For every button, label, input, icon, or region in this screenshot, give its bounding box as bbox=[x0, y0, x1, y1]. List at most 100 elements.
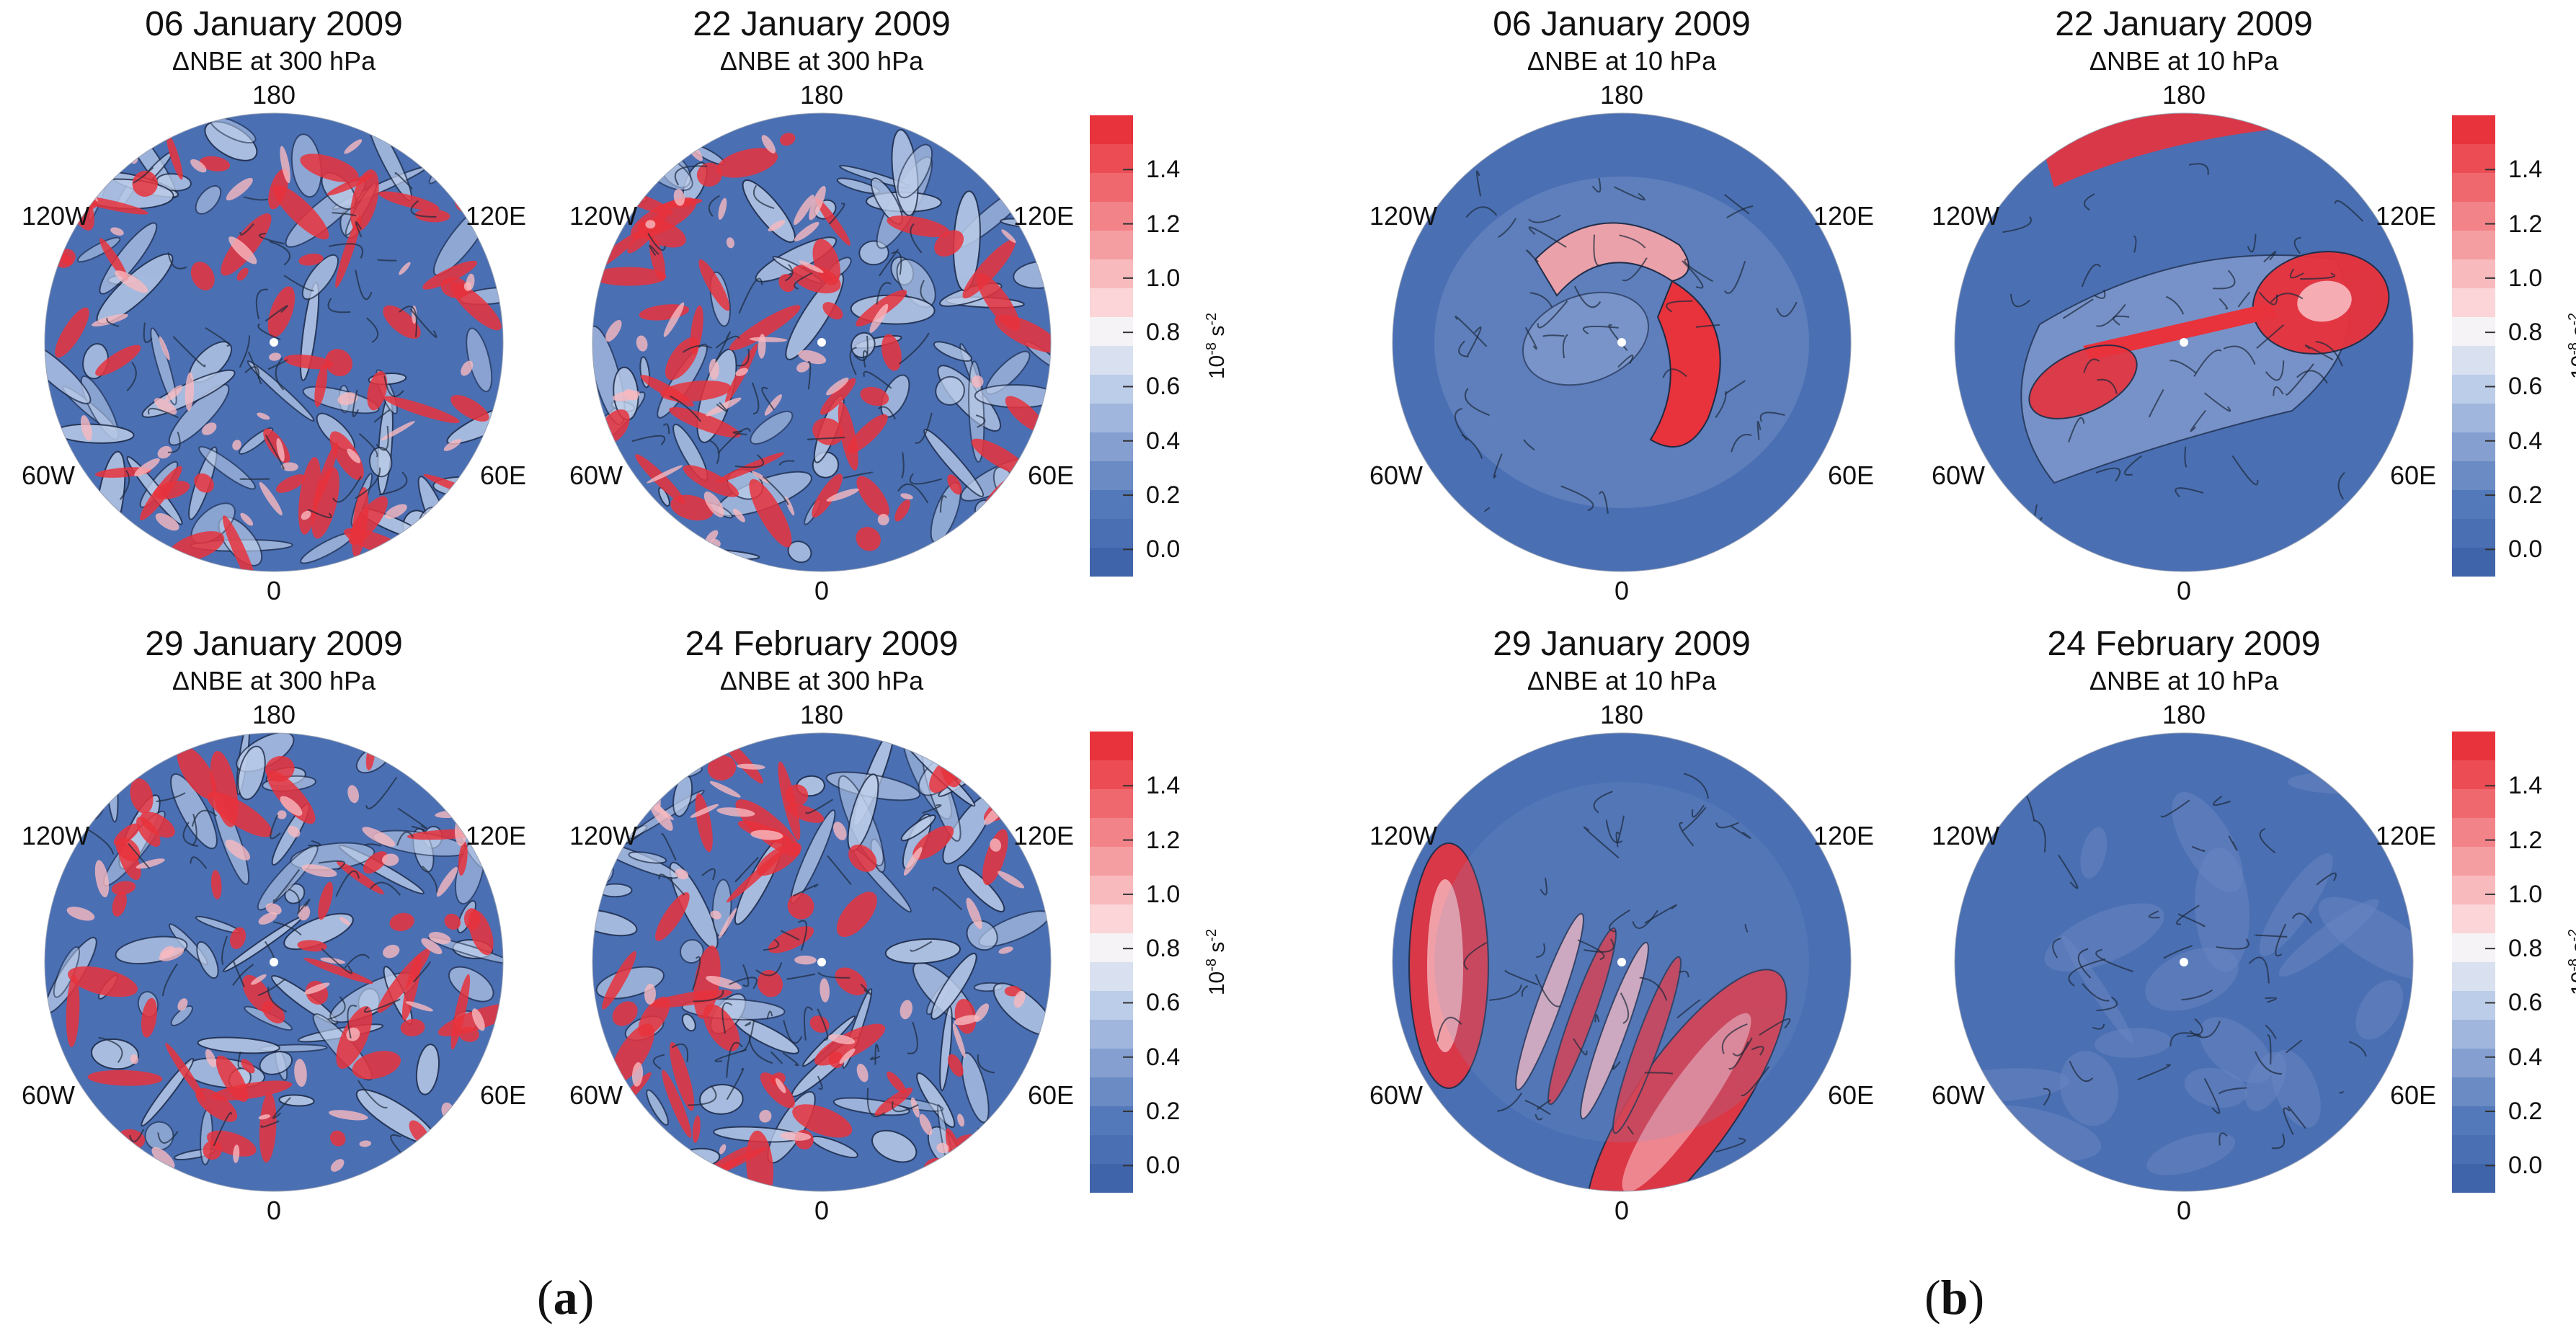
colorbar-tick: 1.2 bbox=[2508, 826, 2543, 854]
lon-label-60e: 60E bbox=[479, 1080, 526, 1110]
lon-label-180: 180 bbox=[252, 80, 296, 110]
colorbar-tick: 0.2 bbox=[1146, 1098, 1181, 1126]
pole-marker bbox=[2180, 338, 2188, 347]
lon-label-60w: 60W bbox=[22, 461, 76, 490]
colorbar-tick: 0.8 bbox=[2508, 935, 2543, 963]
colorbar-tick: 0.8 bbox=[1146, 935, 1181, 963]
map-subtitle: ΔNBE at 300 hPa bbox=[172, 666, 376, 695]
lon-label-120w: 120W bbox=[569, 821, 638, 850]
lon-label-120w: 120W bbox=[1369, 201, 1438, 231]
pole-marker bbox=[817, 958, 826, 966]
lon-label-0: 0 bbox=[2176, 576, 2192, 605]
map-title: 22 January 2009 bbox=[2055, 5, 2313, 43]
colorbar-tick: 0.6 bbox=[1146, 989, 1181, 1017]
lon-label-60e: 60E bbox=[1027, 461, 1074, 490]
map-panel: 22 January 2009 ΔNBE at 10 hPa 180 0 120W 120… bbox=[1932, 0, 2436, 605]
lon-label-60e: 60E bbox=[1827, 1080, 1874, 1110]
lon-label-180: 180 bbox=[2162, 700, 2206, 729]
lon-label-120e: 120E bbox=[465, 821, 526, 850]
lon-label-60w: 60W bbox=[569, 461, 623, 490]
map-subtitle: ΔNBE at 10 hPa bbox=[1527, 666, 1717, 695]
colorbar-tick: 0.0 bbox=[1146, 1152, 1181, 1180]
lon-label-120e: 120E bbox=[1013, 821, 1074, 850]
lon-label-60w: 60W bbox=[1932, 461, 1986, 490]
colorbar-tick: 0.4 bbox=[2508, 427, 2543, 455]
polar-map bbox=[592, 732, 1052, 1192]
map-subtitle: ΔNBE at 10 hPa bbox=[1527, 46, 1717, 76]
lon-label-0: 0 bbox=[1614, 1196, 1630, 1225]
lon-label-60e: 60E bbox=[479, 461, 526, 490]
colorbar: 1.41.21.00.80.60.40.20.010-8 s-2 bbox=[2452, 732, 2576, 1193]
lon-label-120w: 120W bbox=[569, 201, 638, 231]
colorbar-tick: 0.0 bbox=[1146, 535, 1181, 564]
lon-label-120e: 120E bbox=[1813, 201, 1874, 231]
map-title: 29 January 2009 bbox=[1493, 625, 1751, 663]
colorbar-tick: 1.0 bbox=[2508, 264, 2543, 292]
colorbar-tick: 1.2 bbox=[1146, 826, 1181, 854]
lon-label-180: 180 bbox=[799, 700, 844, 729]
colorbar-scale bbox=[2452, 115, 2495, 577]
map-title: 24 February 2009 bbox=[2047, 625, 2321, 663]
polar-map bbox=[44, 732, 504, 1192]
colorbar-tick: 1.4 bbox=[2508, 772, 2543, 800]
lon-label-120w: 120W bbox=[22, 821, 90, 850]
lon-label-120e: 120E bbox=[465, 201, 526, 231]
lon-label-180: 180 bbox=[1599, 80, 1644, 110]
polar-map bbox=[1392, 112, 1852, 572]
lon-label-0: 0 bbox=[1614, 576, 1630, 605]
colorbar-tick: 1.0 bbox=[1146, 264, 1181, 292]
map-title: 24 February 2009 bbox=[685, 625, 959, 663]
colorbar-tick: 1.2 bbox=[2508, 210, 2543, 238]
lon-label-60e: 60E bbox=[2389, 1080, 2436, 1110]
colorbar-unit: 10-8 s-2 bbox=[1204, 312, 1229, 380]
map-subtitle: ΔNBE at 10 hPa bbox=[2089, 666, 2279, 695]
polar-map bbox=[1954, 112, 2414, 572]
colorbar-unit: 10-8 s-2 bbox=[1204, 928, 1229, 996]
colorbar-tick: 0.4 bbox=[1146, 427, 1181, 455]
colorbar-tick: 1.2 bbox=[1146, 210, 1181, 238]
colorbar-tick: 1.0 bbox=[1146, 880, 1181, 908]
map-title: 22 January 2009 bbox=[693, 5, 951, 43]
colorbar-tick: 1.4 bbox=[2508, 156, 2543, 184]
lon-label-0: 0 bbox=[266, 1196, 282, 1225]
pole-marker bbox=[1617, 958, 1626, 966]
pole-marker bbox=[2180, 958, 2188, 966]
colorbar-tick: 0.8 bbox=[2508, 319, 2543, 347]
lon-label-0: 0 bbox=[814, 1196, 830, 1225]
lon-label-60e: 60E bbox=[1027, 1080, 1074, 1110]
map-title: 06 January 2009 bbox=[1493, 5, 1751, 43]
lon-label-60e: 60E bbox=[2389, 461, 2436, 490]
colorbar-tick: 1.0 bbox=[2508, 880, 2543, 908]
lon-label-120e: 120E bbox=[2375, 201, 2436, 231]
colorbar-tick: 0.0 bbox=[2508, 1152, 2543, 1180]
lon-label-0: 0 bbox=[2176, 1196, 2192, 1225]
map-title: 06 January 2009 bbox=[145, 5, 403, 43]
lon-label-60w: 60W bbox=[1369, 461, 1424, 490]
colorbar-scale bbox=[1090, 732, 1133, 1193]
lon-label-120w: 120W bbox=[1932, 201, 2000, 231]
pole-marker bbox=[270, 338, 278, 347]
lon-label-180: 180 bbox=[2162, 80, 2206, 110]
colorbar-scale bbox=[2452, 732, 2495, 1193]
lon-label-60w: 60W bbox=[569, 1080, 623, 1110]
map-panel: 24 February 2009 ΔNBE at 300 hPa 180 0 120W 1… bbox=[569, 620, 1074, 1225]
map-subtitle: ΔNBE at 300 hPa bbox=[719, 666, 924, 695]
colorbar-tick: 1.4 bbox=[1146, 772, 1181, 800]
colorbar-tick: 0.2 bbox=[2508, 481, 2543, 510]
map-subtitle: ΔNBE at 300 hPa bbox=[719, 46, 924, 76]
colorbar: 1.41.21.00.80.60.40.20.010-8 s-2 bbox=[2452, 115, 2576, 577]
lon-label-180: 180 bbox=[1599, 700, 1644, 729]
polar-map bbox=[44, 112, 504, 572]
pole-marker bbox=[1617, 338, 1626, 347]
lon-label-60w: 60W bbox=[1369, 1080, 1424, 1110]
polar-map bbox=[592, 112, 1052, 572]
colorbar-tick: 0.4 bbox=[2508, 1043, 2543, 1071]
map-panel: 29 January 2009 ΔNBE at 300 hPa 180 0 120W 12… bbox=[22, 620, 526, 1225]
lon-label-60e: 60E bbox=[1827, 461, 1874, 490]
lon-label-60w: 60W bbox=[22, 1080, 76, 1110]
map-panel: 06 January 2009 ΔNBE at 10 hPa 180 0 120W 120… bbox=[1369, 0, 1874, 605]
map-panel: 22 January 2009 ΔNBE at 300 hPa 180 0 120W 12… bbox=[569, 0, 1074, 605]
group-label-a: (a) bbox=[537, 1270, 595, 1325]
